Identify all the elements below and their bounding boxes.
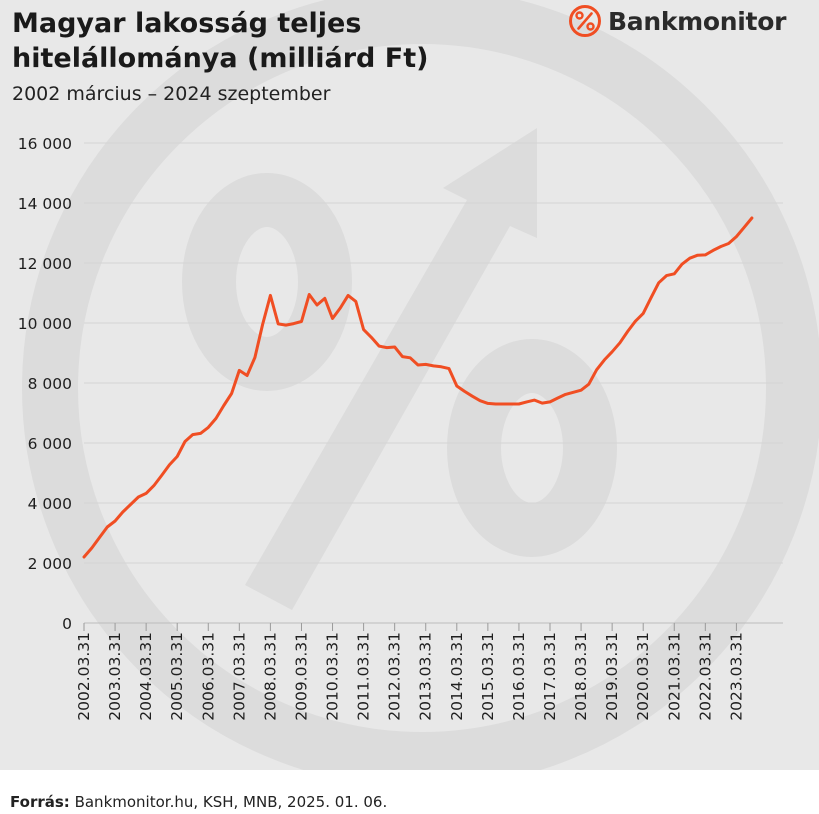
x-tick-label: 2023.03.31 (727, 632, 745, 721)
x-tick-label: 2002.03.31 (75, 632, 93, 721)
chart-title: Magyar lakosság teljes hitelállománya (m… (12, 8, 429, 74)
y-tick-label: 10 000 (18, 315, 72, 333)
y-tick-label: 16 000 (18, 135, 72, 153)
y-tick-label: 14 000 (18, 195, 72, 213)
y-tick-label: 0 (62, 615, 72, 633)
x-tick-label: 2008.03.31 (261, 632, 279, 721)
x-tick-label: 2015.03.31 (479, 632, 497, 721)
x-tick-label: 2004.03.31 (137, 632, 155, 721)
percent-circle-icon (569, 5, 601, 37)
x-tick-label: 2013.03.31 (417, 632, 435, 721)
x-tick-label: 2020.03.31 (634, 632, 652, 721)
y-tick-label: 2 000 (28, 555, 72, 573)
series-line (82, 216, 754, 559)
brand-logo[interactable]: Bankmonitor (568, 4, 786, 38)
x-tick-label: 2009.03.31 (292, 632, 310, 721)
y-tick-label: 6 000 (28, 435, 72, 453)
y-tick-label: 8 000 (28, 375, 72, 393)
x-tick-label: 2010.03.31 (324, 632, 342, 721)
y-tick-label: 4 000 (28, 495, 72, 513)
x-tick-label: 2018.03.31 (572, 632, 590, 721)
x-tick-label: 2005.03.31 (168, 632, 186, 721)
x-tick-label: 2022.03.31 (696, 632, 714, 721)
chart-card: Magyar lakosság teljes hitelállománya (m… (0, 0, 819, 770)
source-footer: Forrás: Bankmonitor.hu, KSH, MNB, 2025. … (10, 793, 387, 811)
chart-subtitle: 2002 március – 2024 szeptember (12, 83, 331, 105)
x-tick-label: 2021.03.31 (665, 632, 683, 721)
x-tick-label: 2003.03.31 (106, 632, 124, 721)
x-tick-label: 2016.03.31 (510, 632, 528, 721)
x-tick-label: 2014.03.31 (448, 632, 466, 721)
x-tick-label: 2012.03.31 (386, 632, 404, 721)
source-text: Bankmonitor.hu, KSH, MNB, 2025. 01. 06. (74, 793, 388, 811)
line-chart: 0 2 000 4 000 6 000 8 000 10 000 12 000 14 000 1… (18, 135, 783, 721)
source-label: Forrás: (10, 793, 70, 811)
x-tick-label: 2011.03.31 (355, 632, 373, 721)
x-tick-label: 2017.03.31 (541, 632, 559, 721)
percent-watermark-icon (22, 0, 819, 770)
brand-name: Bankmonitor (608, 6, 787, 36)
x-tick-label: 2019.03.31 (603, 632, 621, 721)
x-tick-label: 2006.03.31 (199, 632, 217, 721)
x-tick-label: 2007.03.31 (230, 632, 248, 721)
y-tick-label: 12 000 (18, 255, 72, 273)
